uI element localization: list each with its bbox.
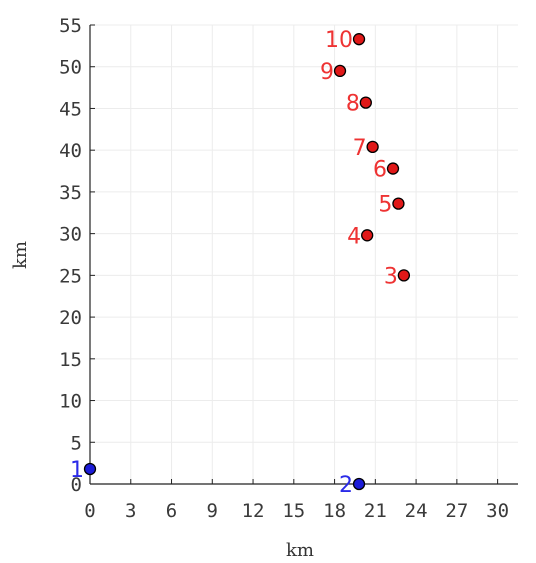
data-point (359, 96, 372, 109)
data-point (397, 269, 411, 282)
data-point-label: 2 (339, 473, 353, 498)
x-tick-label: 15 (282, 500, 305, 522)
data-point (333, 64, 347, 78)
x-tick-label: 30 (486, 500, 509, 522)
y-tick-label: 40 (59, 140, 82, 162)
data-point-label: 3 (384, 264, 398, 289)
y-tick-label: 35 (59, 182, 82, 204)
x-tick-label: 0 (84, 500, 95, 522)
x-tick-label: 21 (364, 500, 387, 522)
y-tick-label: 15 (59, 349, 82, 371)
data-point (386, 162, 400, 175)
x-tick-labels: 0 3 6 9 12 15 18 21 24 27 30 (84, 500, 509, 522)
data-point (392, 197, 405, 210)
data-point-label: 7 (353, 136, 367, 161)
data-point-label: 9 (320, 60, 334, 85)
grid-lines (89, 24, 518, 485)
y-axis-label: km (10, 241, 31, 269)
x-axis-label: km (286, 540, 314, 561)
data-point-label: 8 (346, 92, 360, 117)
x-tick-label: 9 (207, 500, 218, 522)
data-point-label: 10 (325, 28, 353, 53)
y-tick-label: 5 (71, 432, 82, 454)
axes (89, 24, 518, 485)
y-tick-label: 45 (59, 98, 82, 120)
data-point (352, 477, 366, 491)
x-tick-label: 6 (166, 500, 177, 522)
x-tick-label: 3 (125, 500, 136, 522)
data-point-label: 4 (347, 224, 361, 249)
y-tick-label: 20 (59, 307, 82, 329)
y-tick-label: 25 (59, 265, 82, 287)
x-tick-label: 18 (323, 500, 346, 522)
y-tick-label: 10 (59, 391, 82, 413)
data-point (366, 140, 379, 153)
x-tick-label: 27 (445, 500, 468, 522)
data-point (361, 229, 374, 242)
y-tick-label: 0 (71, 474, 82, 496)
y-tick-labels: 0 5 10 15 20 25 30 35 40 45 50 55 (59, 15, 82, 496)
x-tick-label: 24 (405, 500, 428, 522)
data-point (352, 33, 366, 46)
x-tick-label: 12 (242, 500, 265, 522)
y-tick-label: 30 (59, 224, 82, 246)
y-tick-label: 50 (59, 57, 82, 79)
data-point-label: 1 (70, 458, 84, 483)
data-point-label: 5 (378, 193, 392, 218)
data-point-label: 6 (373, 158, 387, 183)
data-point (83, 462, 97, 476)
y-tick-label: 55 (59, 15, 82, 37)
